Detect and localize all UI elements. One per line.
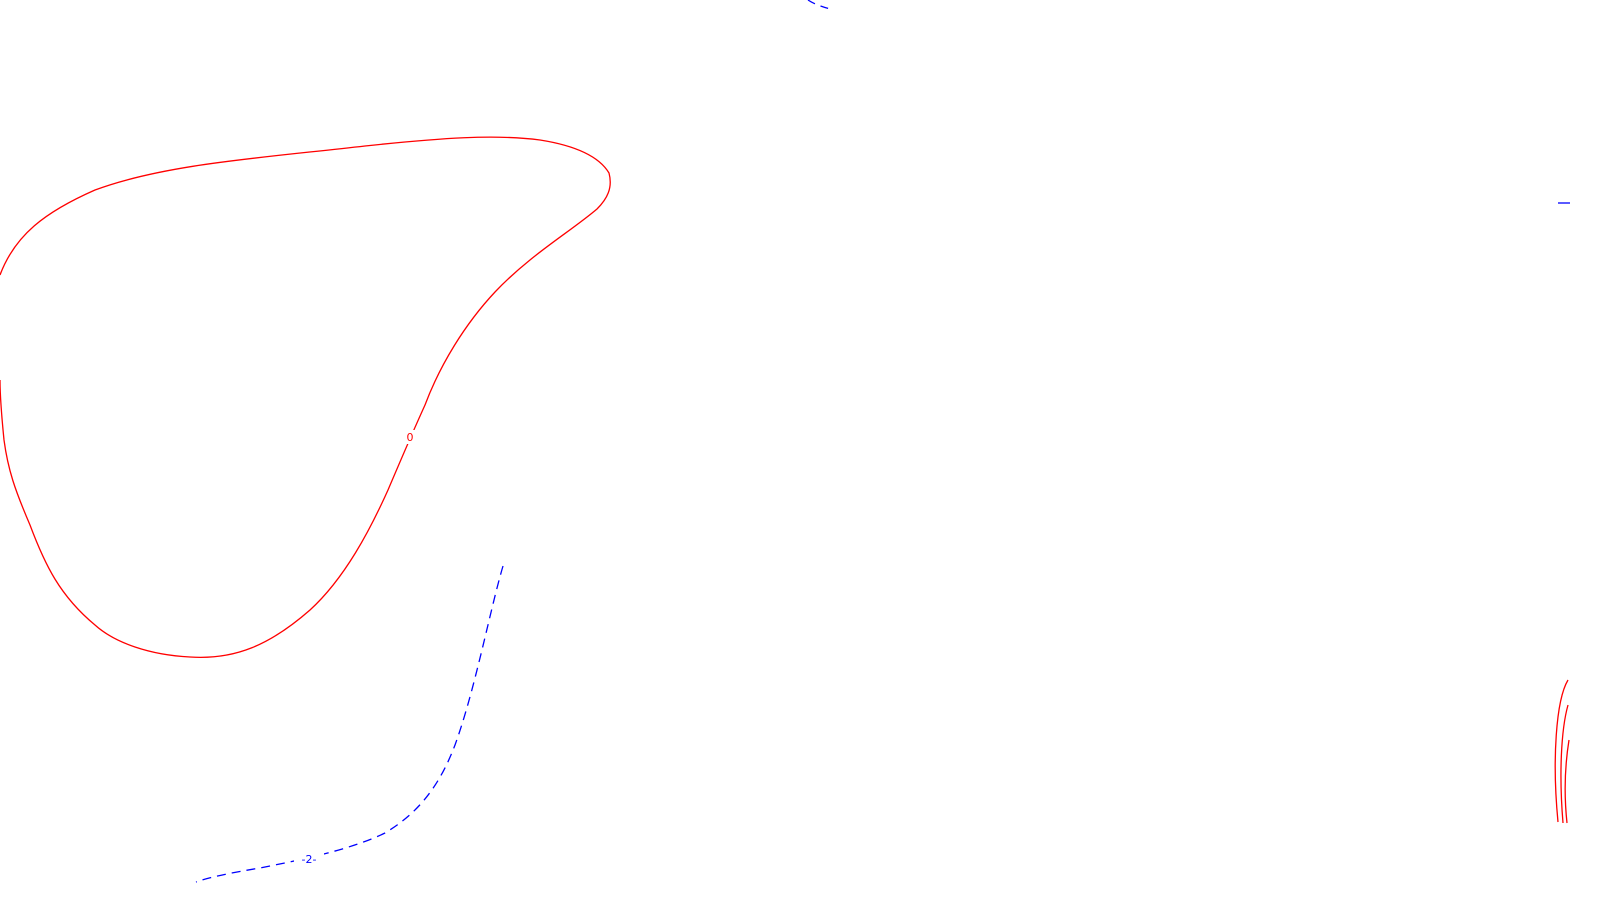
dashed-contour-line — [195, 565, 504, 883]
solid-contour-fragment — [1560, 704, 1569, 824]
solid-contour-fragment — [1554, 679, 1569, 823]
dashed-contour-fragment — [807, 0, 831, 10]
solid-contour-loop — [0, 136, 611, 659]
solid-contour-fragment — [1564, 739, 1570, 824]
contour-label-neg-two: -2- — [302, 853, 317, 866]
contour-label-bg — [405, 430, 416, 444]
contour-label-zero: 0 — [407, 431, 414, 444]
contour-label-bg — [294, 852, 324, 866]
